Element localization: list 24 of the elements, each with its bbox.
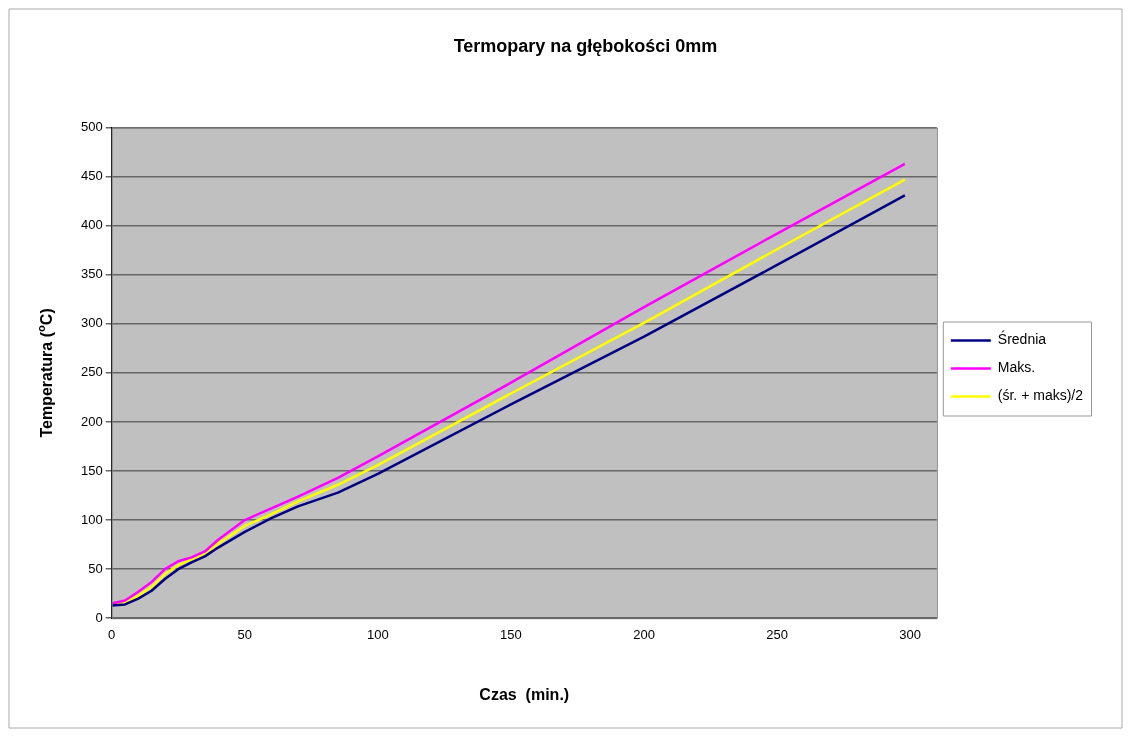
x-tick-label: 0 — [108, 626, 116, 642]
y-tick-label: 350 — [80, 266, 103, 282]
y-tick-label: 100 — [80, 511, 103, 527]
y-tick-label: 200 — [80, 413, 103, 429]
y-tick-label: 500 — [80, 119, 103, 135]
x-tick-label: 300 — [899, 626, 922, 642]
x-tick-label: 100 — [367, 626, 389, 642]
y-tick-label: 400 — [80, 217, 103, 233]
y-tick-label: 150 — [80, 462, 103, 478]
legend-label: Maks. — [997, 359, 1036, 376]
legend-label: (śr. + maks)/2 — [997, 387, 1084, 404]
x-axis-title: Czas (min.) — [479, 685, 570, 703]
y-tick-label: 250 — [80, 364, 103, 380]
chart-title: Termopary na głębokości 0mm — [453, 35, 718, 56]
x-tick-label: 200 — [633, 626, 655, 642]
y-tick-label: 300 — [80, 315, 103, 331]
y-axis-title: Temperatura (oC) — [35, 308, 56, 438]
x-tick-label: 250 — [766, 626, 788, 642]
x-tick-label: 150 — [500, 626, 522, 642]
x-tick-label: 50 — [237, 626, 253, 642]
legend-label: Średnia — [997, 330, 1047, 348]
y-tick-label: 0 — [95, 609, 103, 625]
y-tick-label: 450 — [80, 168, 103, 184]
y-tick-label: 50 — [88, 560, 103, 576]
